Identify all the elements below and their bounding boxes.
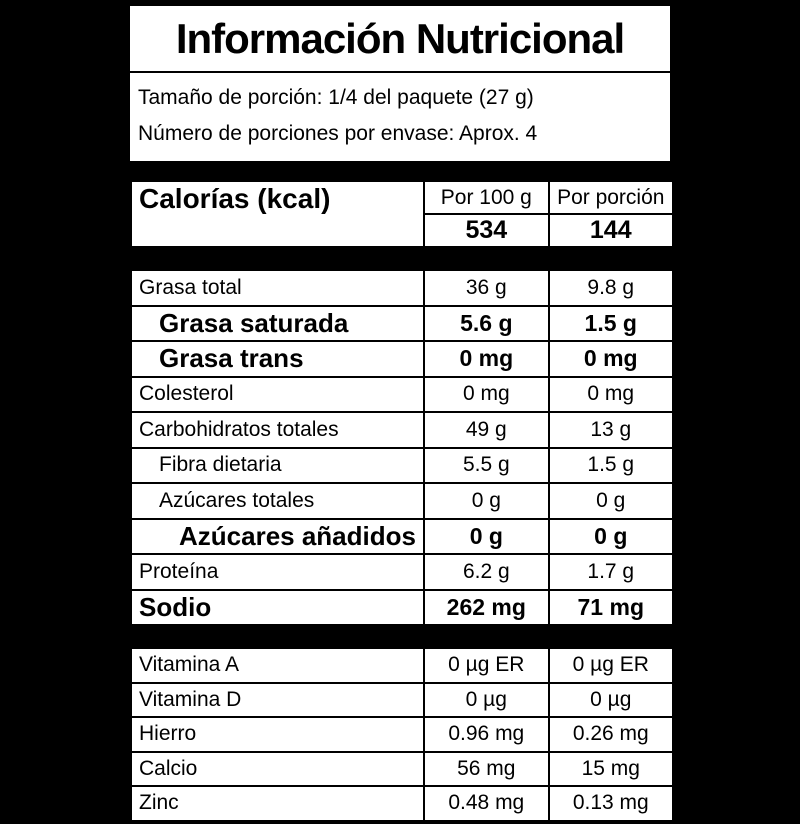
value-per-100g: 36 g [423,269,550,307]
value-per-portion: 0 µg ER [547,647,675,684]
value-per-portion: 13 g [547,411,675,449]
calories-per-portion-value: 144 [547,213,675,248]
nutrient-name: Proteína [129,553,426,591]
nutrient-name: Azúcares añadidos [129,517,426,555]
nutrient-name: Azúcares totales [129,482,426,520]
micronutrient-name: Calcio [129,750,426,787]
value-per-100g: 0.96 mg [423,716,550,753]
column-header-per-100g: Por 100 g [423,180,550,215]
micronutrients-section: Vitamina A 0 µg ER 0 µg ER Vitamina D 0 … [128,645,675,824]
micronutrient-name: Vitamina D [129,681,426,718]
header-box: Información Nutricional Tamaño de porció… [128,4,672,163]
serving-size-line: Tamaño de porción: 1/4 del paquete (27 g… [138,86,534,109]
nutrient-name: Grasa total [129,269,426,307]
value-per-100g: 56 mg [423,750,550,787]
table-row: Calcio 56 mg 15 mg [129,750,675,787]
table-row: Carbohidratos totales 49 g 13 g [129,411,675,449]
page-title: Información Nutricional [130,6,670,73]
table-row: Sodio 262 mg 71 mg [129,588,675,626]
value-per-100g: 5.6 g [423,304,550,342]
value-per-portion: 0 µg [547,681,675,718]
value-per-100g: 6.2 g [423,553,550,591]
value-per-100g: 0 g [423,517,550,555]
nutrient-name: Fibra dietaria [129,446,426,484]
table-row: Vitamina D 0 µg 0 µg [129,681,675,718]
value-per-portion: 0.26 mg [547,716,675,753]
value-per-100g: 0 µg ER [423,647,550,684]
value-per-100g: 0 mg [423,375,550,413]
table-row: Grasa total 36 g 9.8 g [129,269,675,307]
table-row: Vitamina A 0 µg ER 0 µg ER [129,647,675,684]
calories-table: Calorías (kcal) Por 100 g Por porción 53… [129,180,675,248]
calories-header-row: Calorías (kcal) Por 100 g Por porción [129,180,675,248]
value-per-portion: 9.8 g [547,269,675,307]
value-per-portion: 0 mg [547,375,675,413]
value-per-100g: 262 mg [423,588,550,626]
table-row: Hierro 0.96 mg 0.26 mg [129,716,675,753]
nutrients-table: Grasa total 36 g 9.8 g Grasa saturada 5.… [129,269,675,626]
nutrient-name: Sodio [129,588,426,626]
table-row: Proteína 6.2 g 1.7 g [129,553,675,591]
nutrients-section: Grasa total 36 g 9.8 g Grasa saturada 5.… [128,267,675,628]
nutrient-name: Grasa saturada [129,304,426,342]
value-per-portion: 1.5 g [547,304,675,342]
value-per-portion: 0 g [547,482,675,520]
value-per-portion: 0 mg [547,340,675,378]
calories-per-100g-value: 534 [423,213,550,248]
value-per-100g: 0 g [423,482,550,520]
value-per-portion: 0.13 mg [547,785,675,822]
table-row: Azúcares totales 0 g 0 g [129,482,675,520]
value-per-portion: 1.7 g [547,553,675,591]
table-row: Grasa trans 0 mg 0 mg [129,340,675,378]
value-per-100g: 0.48 mg [423,785,550,822]
servings-per-container-line: Número de porciones por envase: Aprox. 4 [138,122,538,145]
micronutrients-table: Vitamina A 0 µg ER 0 µg ER Vitamina D 0 … [129,647,675,822]
table-row: Fibra dietaria 5.5 g 1.5 g [129,446,675,484]
nutrient-name: Carbohidratos totales [129,411,426,449]
calories-values-row: 534 144 [131,213,675,248]
nutrient-name: Grasa trans [129,340,426,378]
value-per-100g: 0 µg [423,681,550,718]
calories-section: Calorías (kcal) Por 100 g Por porción 53… [128,178,675,250]
column-header-per-portion: Por porción [547,180,675,215]
table-row: Grasa saturada 5.6 g 1.5 g [129,304,675,342]
nutrient-name: Colesterol [129,375,426,413]
nutrition-label: Información Nutricional Tamaño de porció… [128,4,675,824]
micronutrient-name: Zinc [129,785,426,822]
micronutrient-name: Vitamina A [129,647,426,684]
value-per-100g: 49 g [423,411,550,449]
calories-label: Calorías (kcal) [129,180,426,248]
table-row: Zinc 0.48 mg 0.13 mg [129,785,675,822]
serving-info: Tamaño de porción: 1/4 del paquete (27 g… [130,73,670,161]
value-per-portion: 15 mg [547,750,675,787]
table-row: Colesterol 0 mg 0 mg [129,375,675,413]
table-row: Azúcares añadidos 0 g 0 g [129,517,675,555]
value-per-100g: 5.5 g [423,446,550,484]
value-per-portion: 71 mg [547,588,675,626]
value-per-portion: 0 g [547,517,675,555]
micronutrient-name: Hierro [129,716,426,753]
value-per-portion: 1.5 g [547,446,675,484]
value-per-100g: 0 mg [423,340,550,378]
